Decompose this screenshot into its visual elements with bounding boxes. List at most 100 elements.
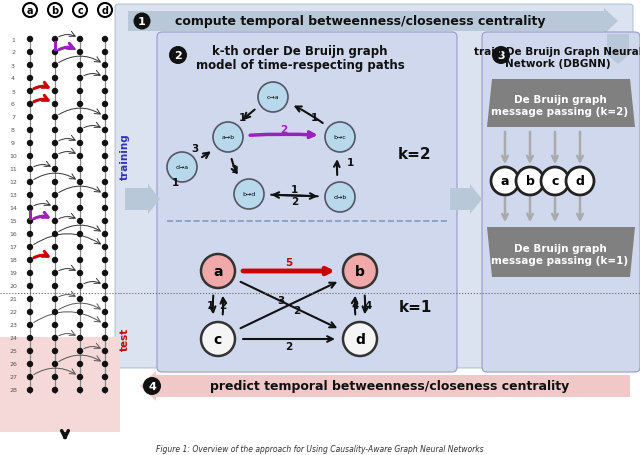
Text: training: training	[120, 133, 130, 180]
Circle shape	[77, 335, 83, 341]
Text: b: b	[51, 6, 59, 16]
Text: 15: 15	[9, 219, 17, 224]
Circle shape	[52, 76, 58, 82]
Circle shape	[102, 50, 108, 56]
Circle shape	[516, 167, 544, 196]
Text: 5: 5	[11, 89, 15, 94]
Text: a→b: a→b	[221, 135, 235, 140]
Circle shape	[52, 115, 58, 121]
Circle shape	[102, 348, 108, 354]
Circle shape	[102, 76, 108, 82]
Text: 4: 4	[11, 76, 15, 81]
Circle shape	[77, 192, 83, 199]
Circle shape	[102, 257, 108, 263]
Text: test: test	[120, 327, 130, 350]
Text: 4: 4	[364, 300, 372, 310]
Text: predict temporal betweenness/closeness centrality: predict temporal betweenness/closeness c…	[211, 379, 570, 393]
Text: 17: 17	[9, 245, 17, 250]
Text: Network (DBGNN): Network (DBGNN)	[505, 59, 611, 69]
Circle shape	[52, 348, 58, 354]
Circle shape	[27, 127, 33, 134]
Text: 26: 26	[9, 362, 17, 367]
FancyArrow shape	[125, 185, 160, 214]
Text: Figure 1: Overview of the approach for Using Causality-Aware Graph Neural Networ: Figure 1: Overview of the approach for U…	[156, 445, 484, 454]
Text: 4: 4	[351, 300, 358, 310]
Circle shape	[102, 179, 108, 186]
Circle shape	[77, 179, 83, 186]
Text: 27: 27	[9, 374, 17, 379]
Text: 10: 10	[9, 154, 17, 159]
FancyArrow shape	[450, 185, 482, 214]
Circle shape	[27, 37, 33, 43]
Circle shape	[492, 47, 510, 65]
Circle shape	[52, 167, 58, 173]
Text: 21: 21	[9, 297, 17, 302]
Text: b→c: b→c	[333, 135, 346, 140]
Circle shape	[27, 361, 33, 367]
Circle shape	[52, 37, 58, 43]
Circle shape	[102, 309, 108, 315]
Circle shape	[102, 167, 108, 173]
Circle shape	[102, 192, 108, 199]
Circle shape	[52, 192, 58, 199]
Text: 3: 3	[497, 51, 505, 61]
Circle shape	[27, 257, 33, 263]
Text: train De Bruijn Graph Neural: train De Bruijn Graph Neural	[474, 47, 640, 57]
Circle shape	[102, 101, 108, 108]
Circle shape	[201, 322, 235, 356]
Circle shape	[27, 270, 33, 277]
Circle shape	[52, 335, 58, 341]
Text: 1: 1	[172, 177, 179, 187]
Text: 1: 1	[206, 300, 214, 310]
Circle shape	[52, 309, 58, 315]
Circle shape	[77, 348, 83, 354]
Circle shape	[102, 270, 108, 277]
FancyBboxPatch shape	[157, 33, 457, 372]
Circle shape	[102, 153, 108, 160]
Circle shape	[77, 218, 83, 225]
Circle shape	[52, 141, 58, 147]
Circle shape	[167, 153, 197, 182]
Circle shape	[102, 115, 108, 121]
Circle shape	[27, 192, 33, 199]
Circle shape	[52, 50, 58, 56]
Circle shape	[52, 63, 58, 69]
Text: 2: 2	[285, 341, 292, 351]
Text: 2: 2	[293, 305, 301, 315]
Text: 5: 5	[285, 258, 292, 268]
Circle shape	[48, 4, 62, 18]
Text: 1: 1	[311, 113, 318, 123]
Text: 12: 12	[9, 180, 17, 185]
Text: 2: 2	[11, 51, 15, 56]
Circle shape	[102, 283, 108, 289]
Text: De Bruijn graph: De Bruijn graph	[514, 243, 606, 253]
FancyArrow shape	[128, 9, 618, 35]
Circle shape	[325, 182, 355, 212]
Text: message passing (k=2): message passing (k=2)	[492, 107, 628, 117]
Circle shape	[77, 283, 83, 289]
Circle shape	[102, 127, 108, 134]
Circle shape	[102, 335, 108, 341]
Text: a: a	[27, 6, 33, 16]
Circle shape	[27, 374, 33, 380]
Circle shape	[27, 244, 33, 251]
Text: b: b	[525, 175, 534, 188]
Circle shape	[102, 361, 108, 367]
Circle shape	[258, 83, 288, 113]
Text: k-th order De Bruijn graph: k-th order De Bruijn graph	[212, 46, 388, 58]
Text: d: d	[575, 175, 584, 188]
Circle shape	[77, 127, 83, 134]
Circle shape	[52, 244, 58, 251]
Polygon shape	[487, 228, 635, 278]
Circle shape	[27, 179, 33, 186]
Circle shape	[27, 50, 33, 56]
FancyBboxPatch shape	[482, 33, 640, 372]
Text: c: c	[551, 175, 559, 188]
Text: 3: 3	[191, 144, 198, 154]
Circle shape	[77, 387, 83, 393]
Circle shape	[201, 254, 235, 288]
Circle shape	[102, 141, 108, 147]
Text: 19: 19	[9, 271, 17, 276]
Circle shape	[325, 123, 355, 153]
Circle shape	[27, 205, 33, 212]
